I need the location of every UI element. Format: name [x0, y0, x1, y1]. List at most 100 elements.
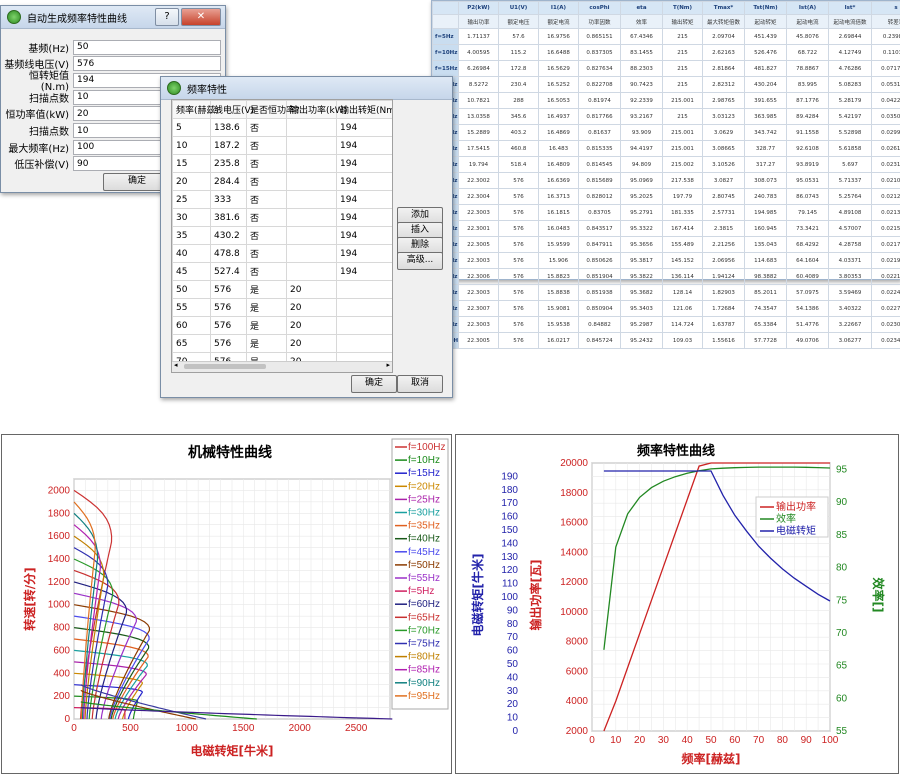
- table-cell[interactable]: 否: [247, 245, 287, 263]
- ok-button[interactable]: 确定: [351, 375, 397, 393]
- table-cell[interactable]: 114.724: [663, 317, 703, 333]
- table-cell[interactable]: 83.995: [787, 77, 829, 93]
- table-cell[interactable]: 1.94124: [703, 269, 745, 285]
- table-cell[interactable]: 16.3713: [539, 189, 579, 205]
- table-cell[interactable]: 22.3007: [459, 301, 499, 317]
- table-cell[interactable]: 0.850626: [579, 253, 621, 269]
- table-cell[interactable]: 576: [211, 299, 247, 317]
- table-row[interactable]: f=90Hz22.300757615.90810.85090495.340312…: [433, 301, 900, 317]
- table-cell[interactable]: 0.0221711: [872, 269, 900, 285]
- table-cell[interactable]: 194: [337, 227, 393, 245]
- table-row[interactable]: f=40Hz17.5415460.816.4830.81533594.41972…: [433, 141, 900, 157]
- table-cell[interactable]: 194: [337, 137, 393, 155]
- table-cell[interactable]: 85.2011: [745, 285, 787, 301]
- table-cell[interactable]: 215.001: [663, 93, 703, 109]
- scrollbar-thumb[interactable]: [184, 364, 266, 369]
- table-cell[interactable]: [287, 263, 337, 281]
- table-cell[interactable]: 20: [287, 335, 337, 353]
- table-cell[interactable]: 否: [247, 191, 287, 209]
- table-cell[interactable]: 0.851938: [579, 285, 621, 301]
- help-button[interactable]: ?: [155, 8, 179, 26]
- table-cell[interactable]: 317.27: [745, 157, 787, 173]
- table-cell[interactable]: [287, 245, 337, 263]
- table-cell[interactable]: 576: [499, 333, 539, 349]
- close-button[interactable]: ✕: [181, 8, 221, 26]
- table-cell[interactable]: 2.81864: [703, 61, 745, 77]
- table-cell[interactable]: 172.8: [499, 61, 539, 77]
- table-cell[interactable]: 50: [173, 281, 211, 299]
- table-cell[interactable]: 22.3001: [459, 221, 499, 237]
- table-cell[interactable]: 194.985: [745, 205, 787, 221]
- table-cell[interactable]: 是: [247, 317, 287, 335]
- table-cell[interactable]: 16.6369: [539, 173, 579, 189]
- table-cell[interactable]: 2.98765: [703, 93, 745, 109]
- table-cell[interactable]: 是: [247, 335, 287, 353]
- column-subheader[interactable]: 起动转矩: [745, 15, 787, 29]
- table-cell[interactable]: 16.0217: [539, 333, 579, 349]
- table-cell[interactable]: 15.2889: [459, 125, 499, 141]
- table-cell[interactable]: 0.0531557: [872, 77, 900, 93]
- table-cell[interactable]: 114.683: [745, 253, 787, 269]
- table-cell[interactable]: 16.6488: [539, 45, 579, 61]
- table-cell[interactable]: 576: [211, 281, 247, 299]
- column-subheader[interactable]: 功率因数: [579, 15, 621, 29]
- table-cell[interactable]: 16.4869: [539, 125, 579, 141]
- table-cell[interactable]: 60: [173, 317, 211, 335]
- table-cell[interactable]: 0.837305: [579, 45, 621, 61]
- table-cell[interactable]: 是: [247, 281, 287, 299]
- table-cell[interactable]: 135.043: [745, 237, 787, 253]
- table-cell[interactable]: 8.5272: [459, 77, 499, 93]
- column-subheader[interactable]: 转差率: [872, 15, 900, 29]
- table-cell[interactable]: 0.865151: [579, 29, 621, 45]
- column-header[interactable]: 输出功率(kW): [287, 101, 337, 119]
- column-header[interactable]: U1(V): [499, 2, 539, 15]
- field-input[interactable]: [73, 56, 221, 71]
- column-header[interactable]: 输出转矩(Nm): [337, 101, 393, 119]
- table-cell[interactable]: 22.3003: [459, 317, 499, 333]
- column-subheader[interactable]: 最大转矩倍数: [703, 15, 745, 29]
- table-cell[interactable]: 2.09704: [703, 29, 745, 45]
- table-cell[interactable]: 15.9081: [539, 301, 579, 317]
- horizontal-scrollbar[interactable]: ◂ ▸: [172, 361, 392, 372]
- table-row[interactable]: f=30Hz13.0358345.616.49370.81776693.2167…: [433, 109, 900, 125]
- table-cell[interactable]: 6.26984: [459, 61, 499, 77]
- table-cell[interactable]: 57.7728: [745, 333, 787, 349]
- column-header[interactable]: s: [872, 2, 900, 15]
- column-subheader[interactable]: 额定电流: [539, 15, 579, 29]
- table-cell[interactable]: 3.10526: [703, 157, 745, 173]
- table-cell[interactable]: [337, 317, 393, 335]
- table-cell[interactable]: 10: [173, 137, 211, 155]
- table-cell[interactable]: 2.21256: [703, 237, 745, 253]
- table-row[interactable]: f=20Hz8.5272230.416.52520.82270890.74232…: [433, 77, 900, 93]
- table-cell[interactable]: 284.4: [211, 173, 247, 191]
- table-cell[interactable]: 308.073: [745, 173, 787, 189]
- table-cell[interactable]: 22.3003: [459, 253, 499, 269]
- table-cell[interactable]: 16.5053: [539, 93, 579, 109]
- table-cell[interactable]: 54.1386: [787, 301, 829, 317]
- table-cell[interactable]: 0.814545: [579, 157, 621, 173]
- column-header[interactable]: Tst(Nm): [745, 2, 787, 15]
- table-cell[interactable]: 194: [337, 173, 393, 191]
- table-cell[interactable]: 22.3005: [459, 333, 499, 349]
- table-cell[interactable]: 16.4937: [539, 109, 579, 125]
- table-cell[interactable]: 20: [287, 281, 337, 299]
- table-cell[interactable]: 86.0743: [787, 189, 829, 205]
- table-cell[interactable]: 15.9599: [539, 237, 579, 253]
- table-cell[interactable]: 0.0717439: [872, 61, 900, 77]
- table-cell[interactable]: [287, 173, 337, 191]
- table-cell[interactable]: 136.114: [663, 269, 703, 285]
- table-cell[interactable]: 526.476: [745, 45, 787, 61]
- table-cell[interactable]: [337, 299, 393, 317]
- column-header[interactable]: I1(A): [539, 2, 579, 15]
- cancel-button[interactable]: 取消: [397, 375, 443, 393]
- table-cell[interactable]: 121.06: [663, 301, 703, 317]
- row-header[interactable]: f=10Hz: [433, 45, 459, 61]
- table-cell[interactable]: 194: [337, 119, 393, 137]
- table-cell[interactable]: 115.2: [499, 45, 539, 61]
- table-cell[interactable]: 22.3006: [459, 269, 499, 285]
- table-cell[interactable]: 0.843517: [579, 221, 621, 237]
